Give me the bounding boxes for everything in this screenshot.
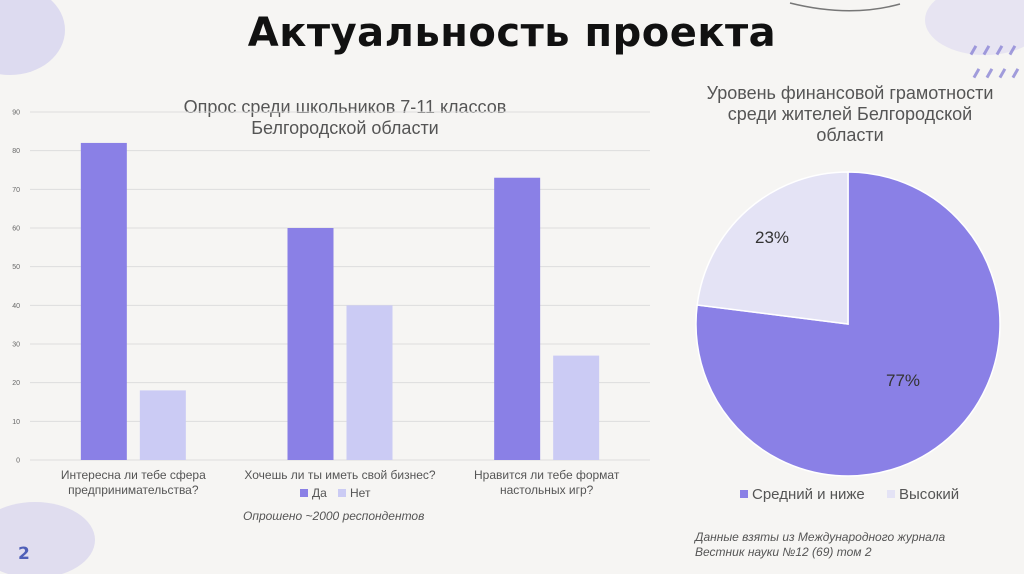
bar-yes bbox=[494, 177, 541, 460]
legend-label: Нет bbox=[350, 486, 371, 500]
pie-chart-title: Уровень финансовой грамотности среди жит… bbox=[706, 83, 994, 145]
top-right-dashes bbox=[969, 45, 1020, 79]
page-number: 2 bbox=[18, 544, 30, 564]
pie-legend-swatch bbox=[887, 490, 895, 498]
category-label: Нравится ли тебе формат bbox=[474, 468, 620, 482]
pie-slice-medium-and-below bbox=[695, 171, 1001, 477]
bar-yes bbox=[287, 228, 334, 460]
pie-slice-high bbox=[696, 171, 849, 325]
y-tick-label: 90 bbox=[12, 110, 20, 117]
slide-title: Актуальность проекта bbox=[247, 10, 777, 56]
y-tick-label: 70 bbox=[12, 187, 20, 194]
top-squiggle bbox=[789, 2, 901, 12]
bar-no bbox=[553, 355, 600, 460]
bar-yes bbox=[80, 142, 127, 460]
top-left-blob bbox=[0, 0, 65, 75]
bar-no bbox=[346, 305, 393, 460]
y-tick-label: 0 bbox=[16, 458, 20, 465]
legend-swatch bbox=[338, 489, 346, 497]
y-tick-label: 30 bbox=[12, 342, 20, 349]
bar-chart: 0 10 20 30 40 50 60 70 80 90 Интересна ли тебе сфе… bbox=[12, 110, 650, 500]
pie-legend-label: Высокий bbox=[899, 486, 959, 503]
top-right-blob bbox=[925, 0, 1024, 55]
category-label: предпринимательства? bbox=[68, 483, 199, 497]
y-tick-label: 10 bbox=[12, 419, 20, 426]
pie-legend-label: Средний и ниже bbox=[752, 486, 865, 503]
bar-no bbox=[139, 390, 186, 460]
category-label: Интересна ли тебе сфера bbox=[61, 468, 206, 482]
category-label: настольных игр? bbox=[500, 483, 594, 497]
legend-swatch bbox=[300, 489, 308, 497]
y-tick-label: 80 bbox=[12, 148, 20, 155]
bottom-left-blob bbox=[0, 502, 95, 574]
y-tick-label: 20 bbox=[12, 380, 20, 387]
source-note: Данные взяты из Международного журнала В… bbox=[695, 530, 946, 559]
respondents-note: Опрошено ~2000 респондентов bbox=[243, 509, 425, 523]
pie-data-label: 23% bbox=[755, 228, 789, 247]
pie-chart: 77% 23% Средний и ниже Высокий bbox=[695, 171, 1001, 503]
y-tick-label: 60 bbox=[12, 226, 20, 233]
y-tick-label: 40 bbox=[12, 303, 20, 310]
pie-legend-swatch bbox=[740, 490, 748, 498]
y-tick-label: 50 bbox=[12, 264, 20, 271]
legend-label: Да bbox=[312, 486, 327, 500]
category-label: Хочешь ли ты иметь свой бизнес? bbox=[244, 468, 436, 482]
pie-data-label: 77% bbox=[886, 371, 920, 390]
